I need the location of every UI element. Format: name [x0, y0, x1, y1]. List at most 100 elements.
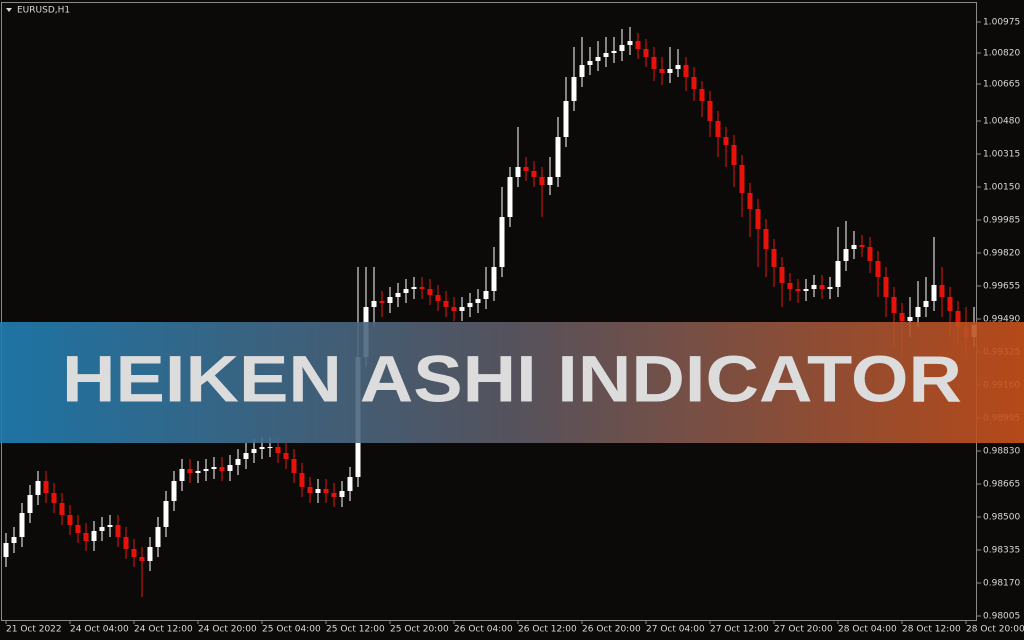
candle-body: [947, 297, 953, 311]
candle-body: [251, 449, 257, 453]
candle-body: [411, 287, 417, 289]
candle-body: [59, 503, 65, 515]
candle-body: [939, 285, 945, 297]
x-tick-label: 27 Oct 04:00: [646, 625, 705, 635]
candle-body: [3, 543, 9, 557]
x-tick-label: 24 Oct 12:00: [134, 625, 193, 635]
candle-body: [595, 57, 601, 61]
plot-frame: [1, 2, 977, 621]
candle-body: [115, 525, 121, 537]
candle-body: [579, 65, 585, 77]
candle-body: [163, 501, 169, 527]
candle-body: [931, 285, 937, 301]
candle-body: [691, 77, 697, 89]
x-tick-label: 27 Oct 12:00: [710, 625, 769, 635]
candle-body: [339, 491, 345, 497]
candle-body: [387, 297, 393, 303]
candle-body: [731, 145, 737, 165]
candle-body: [43, 481, 49, 493]
candle-body: [235, 459, 241, 465]
candle-body: [659, 69, 665, 73]
x-tick-label: 28 Oct 04:00: [838, 625, 897, 635]
candle-body: [627, 41, 633, 45]
candle-body: [107, 525, 113, 527]
x-tick-label: 21 Oct 2022: [6, 625, 62, 635]
x-tick-label: 25 Oct 12:00: [326, 625, 385, 635]
candle-body: [531, 171, 537, 177]
candle-body: [843, 249, 849, 261]
candle-body: [195, 471, 201, 473]
candle-body: [139, 557, 145, 561]
candle-body: [483, 291, 489, 299]
candle-body: [307, 487, 313, 493]
candle-body: [467, 303, 473, 307]
x-tick-label: 24 Oct 04:00: [70, 625, 129, 635]
candle-body: [763, 229, 769, 249]
candle-body: [819, 285, 825, 289]
candle-body: [179, 469, 185, 481]
candle-body: [723, 137, 729, 145]
x-tick-label: 26 Oct 12:00: [518, 625, 577, 635]
x-tick-label: 28 Oct 12:00: [902, 625, 961, 635]
y-tick-label: 1.00665: [983, 80, 1020, 90]
candle-body: [667, 69, 673, 73]
candle-body: [907, 317, 913, 321]
candle-body: [651, 57, 657, 69]
candle-body: [747, 193, 753, 209]
candle-body: [451, 307, 457, 311]
x-tick-label: 25 Oct 04:00: [262, 625, 321, 635]
candle-body: [499, 217, 505, 267]
x-tick-label: 27 Oct 20:00: [774, 625, 833, 635]
candle-body: [811, 285, 817, 289]
candle-body: [291, 459, 297, 473]
y-tick-label: 1.00820: [983, 49, 1020, 59]
y-tick-label: 0.99820: [983, 249, 1020, 259]
candle-body: [611, 51, 617, 53]
candle-body: [283, 453, 289, 459]
candle-body: [539, 177, 545, 185]
y-tick-label: 0.98005: [983, 612, 1020, 622]
candle-body: [491, 267, 497, 291]
candle-body: [547, 177, 553, 185]
candle-body: [675, 65, 681, 69]
candle-body: [955, 311, 961, 327]
candle-body: [267, 447, 273, 448]
candle-body: [11, 537, 17, 543]
candle-body: [315, 489, 321, 493]
candle-body: [771, 249, 777, 267]
candle-body: [523, 167, 529, 171]
candle-body: [443, 301, 449, 307]
candle-body: [19, 513, 25, 537]
candle-body: [755, 209, 761, 229]
candle-body: [635, 41, 641, 49]
symbol-menu-icon[interactable]: [6, 8, 12, 12]
candle-body: [395, 293, 401, 297]
candle-body: [99, 527, 105, 531]
candle-body: [403, 289, 409, 293]
candle-body: [779, 267, 785, 283]
candle-body: [643, 49, 649, 57]
x-tick-label: 26 Oct 04:00: [454, 625, 513, 635]
candle-body: [515, 167, 521, 177]
candle-body: [275, 447, 281, 453]
candle-body: [83, 533, 89, 541]
candle-body: [131, 549, 137, 557]
candle-body: [555, 137, 561, 177]
y-tick-label: 0.99490: [983, 315, 1020, 325]
candle-body: [299, 473, 305, 487]
candle-body: [219, 467, 225, 471]
candle-body: [331, 493, 337, 497]
candle-body: [427, 289, 433, 295]
candle-body: [683, 65, 689, 77]
candle-body: [827, 287, 833, 289]
x-tick-label: 28 Oct 20:00: [966, 625, 1024, 635]
candle-body: [915, 307, 921, 317]
x-tick-label: 24 Oct 20:00: [198, 625, 257, 635]
candle-body: [75, 525, 81, 533]
candle-body: [507, 177, 513, 217]
candle-body: [211, 467, 217, 469]
banner-text: HEIKEN ASHI INDICATOR: [62, 341, 962, 415]
candle-body: [899, 313, 905, 321]
candle-body: [227, 465, 233, 471]
